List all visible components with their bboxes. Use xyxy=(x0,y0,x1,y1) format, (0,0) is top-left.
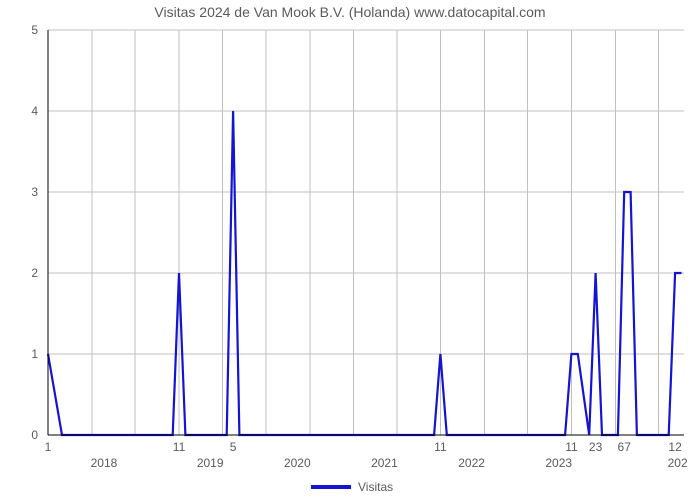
visits-line-chart: 0123451115111123671220182019202020212022… xyxy=(0,0,700,500)
x-secondary-label: 12 xyxy=(668,440,682,454)
x-year-label: 2020 xyxy=(284,456,311,470)
x-year-label: 2021 xyxy=(371,456,398,470)
x-secondary-label: 1 xyxy=(45,440,52,454)
y-tick-label: 1 xyxy=(31,347,38,361)
x-year-label: 2022 xyxy=(458,456,485,470)
y-tick-label: 4 xyxy=(31,104,38,118)
x-secondary-label: 67 xyxy=(618,440,632,454)
y-tick-label: 0 xyxy=(31,428,38,442)
x-year-label: 202 xyxy=(668,456,688,470)
x-secondary-label: 23 xyxy=(589,440,603,454)
x-year-label: 2018 xyxy=(91,456,118,470)
legend-label: Visitas xyxy=(358,480,393,494)
x-year-label: 2019 xyxy=(197,456,224,470)
x-year-label: 2023 xyxy=(545,456,572,470)
y-tick-label: 2 xyxy=(31,266,38,280)
x-secondary-label: 11 xyxy=(565,440,578,454)
x-secondary-label: 11 xyxy=(434,440,447,454)
x-secondary-label: 11 xyxy=(173,440,186,454)
chart-title: Visitas 2024 de Van Mook B.V. (Holanda) … xyxy=(0,4,700,20)
y-tick-label: 3 xyxy=(31,185,38,199)
x-secondary-label: 5 xyxy=(230,440,237,454)
y-tick-label: 5 xyxy=(31,23,38,37)
